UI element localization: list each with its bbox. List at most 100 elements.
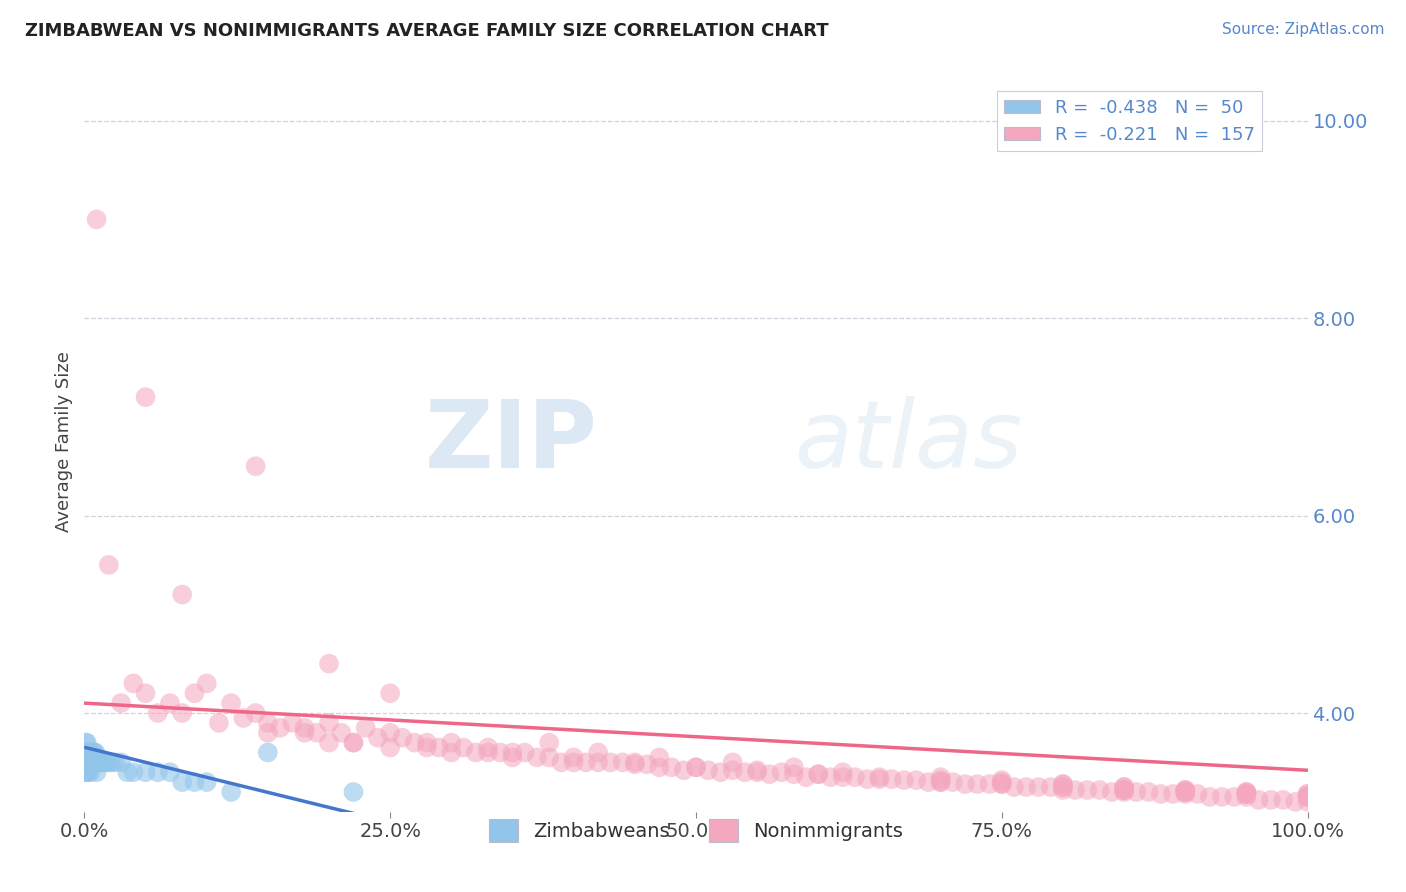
- Point: [83, 756, 105, 770]
- Point: [269, 721, 291, 735]
- Point: [747, 764, 769, 778]
- Point: [1064, 783, 1087, 797]
- Point: [208, 715, 231, 730]
- Point: [245, 459, 267, 474]
- Legend: Zimbabweans, Nonimmigrants: Zimbabweans, Nonimmigrants: [481, 811, 911, 850]
- Point: [856, 772, 879, 786]
- Y-axis label: Average Family Size: Average Family Size: [55, 351, 73, 532]
- Point: [477, 746, 499, 760]
- Point: [807, 767, 830, 781]
- Point: [1174, 783, 1197, 797]
- Point: [1284, 795, 1306, 809]
- Point: [77, 746, 100, 760]
- Point: [770, 765, 793, 780]
- Point: [80, 756, 103, 770]
- Point: [942, 775, 965, 789]
- Point: [146, 706, 169, 720]
- Point: [219, 696, 242, 710]
- Point: [1052, 783, 1074, 797]
- Point: [294, 721, 316, 735]
- Point: [538, 750, 561, 764]
- Point: [195, 775, 218, 789]
- Point: [91, 756, 114, 770]
- Point: [354, 721, 377, 735]
- Point: [257, 725, 280, 739]
- Point: [318, 736, 340, 750]
- Point: [575, 756, 598, 770]
- Point: [1052, 780, 1074, 794]
- Point: [1236, 787, 1258, 801]
- Point: [917, 775, 939, 789]
- Point: [427, 740, 450, 755]
- Point: [75, 746, 97, 760]
- Point: [367, 731, 389, 745]
- Point: [1161, 787, 1184, 801]
- Point: [122, 676, 145, 690]
- Point: [991, 777, 1014, 791]
- Point: [586, 746, 609, 760]
- Point: [86, 756, 108, 770]
- Point: [76, 756, 98, 770]
- Point: [380, 725, 402, 739]
- Point: [1174, 785, 1197, 799]
- Point: [1114, 785, 1136, 799]
- Point: [380, 686, 402, 700]
- Point: [87, 756, 110, 770]
- Point: [183, 686, 205, 700]
- Point: [404, 736, 426, 750]
- Point: [79, 746, 101, 760]
- Point: [1296, 789, 1319, 804]
- Point: [1174, 787, 1197, 801]
- Point: [1187, 787, 1209, 801]
- Point: [550, 756, 572, 770]
- Point: [79, 765, 101, 780]
- Point: [380, 740, 402, 755]
- Point: [1247, 793, 1270, 807]
- Point: [1236, 787, 1258, 801]
- Point: [1296, 787, 1319, 801]
- Point: [342, 736, 364, 750]
- Point: [869, 772, 891, 786]
- Point: [820, 770, 842, 784]
- Point: [77, 765, 100, 780]
- Point: [807, 767, 830, 781]
- Point: [1236, 787, 1258, 801]
- Point: [135, 686, 157, 700]
- Point: [1101, 785, 1123, 799]
- Point: [783, 767, 806, 781]
- Point: [979, 777, 1001, 791]
- Point: [1260, 793, 1282, 807]
- Point: [844, 770, 866, 784]
- Point: [122, 765, 145, 780]
- Point: [1015, 780, 1038, 794]
- Point: [929, 773, 952, 788]
- Point: [831, 770, 853, 784]
- Point: [991, 777, 1014, 791]
- Point: [526, 750, 548, 764]
- Point: [685, 760, 707, 774]
- Point: [1296, 789, 1319, 804]
- Point: [416, 740, 439, 755]
- Point: [305, 725, 328, 739]
- Point: [76, 765, 98, 780]
- Point: [82, 746, 104, 760]
- Point: [135, 765, 157, 780]
- Point: [1114, 780, 1136, 794]
- Point: [721, 756, 744, 770]
- Point: [159, 765, 181, 780]
- Point: [794, 770, 817, 784]
- Point: [685, 760, 707, 774]
- Point: [77, 756, 100, 770]
- Point: [636, 757, 658, 772]
- Point: [697, 764, 720, 778]
- Point: [391, 731, 413, 745]
- Point: [159, 696, 181, 710]
- Point: [75, 756, 97, 770]
- Point: [1236, 785, 1258, 799]
- Point: [75, 736, 97, 750]
- Point: [416, 736, 439, 750]
- Point: [991, 773, 1014, 788]
- Text: ZIP: ZIP: [425, 395, 598, 488]
- Point: [709, 765, 731, 780]
- Point: [648, 750, 671, 764]
